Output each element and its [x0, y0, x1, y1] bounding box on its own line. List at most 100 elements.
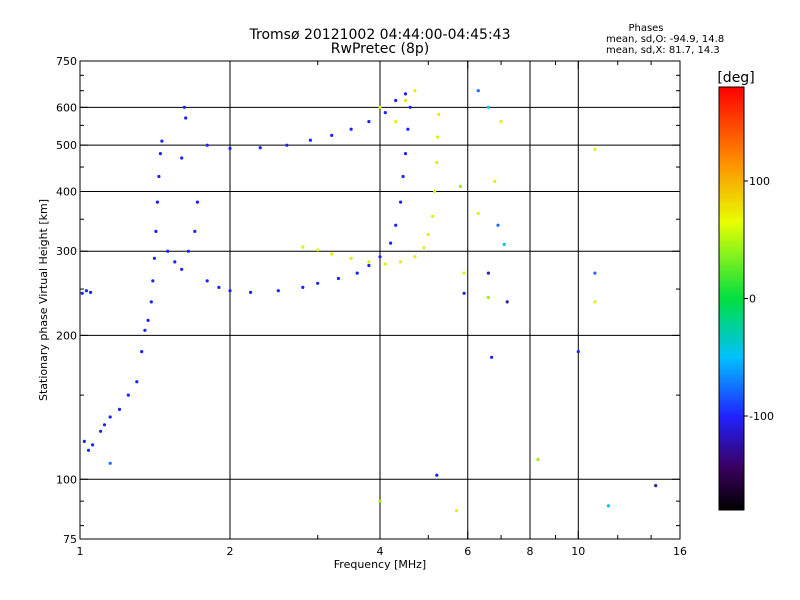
data-point: [593, 147, 597, 151]
data-point: [149, 300, 153, 304]
data-point: [394, 223, 398, 227]
colorbar-tick-label: 100: [749, 175, 770, 188]
data-point: [117, 407, 122, 411]
data-points: [80, 89, 658, 513]
axes: 1 2 4 6 8 10 16 75 100 200 300 400 500 600 750: [56, 55, 687, 558]
colorbar-tick-label: -100: [749, 410, 774, 423]
data-point: [151, 279, 155, 283]
data-point: [82, 439, 86, 443]
data-point: [182, 105, 186, 109]
data-point: [108, 415, 112, 419]
data-point: [135, 380, 139, 384]
data-point: [143, 328, 147, 332]
data-point: [205, 143, 209, 147]
data-point: [84, 289, 88, 293]
data-point: [403, 152, 408, 156]
data-point: [394, 120, 398, 124]
data-point: [437, 112, 441, 116]
data-point: [413, 89, 417, 93]
data-point: [413, 255, 417, 259]
data-point: [401, 174, 405, 179]
data-point: [102, 423, 107, 427]
x-tick-label: 4: [377, 545, 384, 558]
data-point: [86, 448, 91, 452]
x-tick-label: 16: [673, 545, 687, 558]
x-tick-label: 1: [77, 545, 84, 558]
data-point: [367, 120, 371, 124]
data-point: [486, 271, 490, 275]
data-point: [378, 105, 382, 109]
legend-x-stats: mean, sd,X: 81.7, 14.3: [606, 45, 720, 56]
data-point: [301, 245, 305, 249]
data-point: [593, 271, 597, 275]
data-point: [180, 267, 184, 271]
legend-heading: Phases: [628, 23, 663, 34]
data-point: [80, 291, 84, 295]
data-point: [99, 429, 103, 433]
data-point: [195, 200, 199, 204]
data-point: [316, 248, 320, 252]
data-point: [399, 200, 403, 204]
data-point: [285, 143, 289, 147]
data-point: [455, 509, 459, 513]
y-tick-label: 750: [56, 55, 77, 68]
data-point: [180, 156, 184, 160]
y-tick-label: 75: [63, 533, 77, 546]
data-point: [383, 111, 387, 115]
data-point: [349, 127, 353, 131]
data-point: [476, 89, 480, 93]
data-point: [155, 200, 159, 204]
x-tick-label: 2: [227, 545, 234, 558]
data-point: [378, 499, 382, 503]
data-point: [205, 279, 209, 283]
data-point: [89, 290, 93, 294]
data-point: [436, 135, 440, 139]
data-point: [355, 271, 359, 275]
data-point: [490, 355, 494, 359]
y-tick-label: 500: [56, 139, 77, 152]
data-point: [186, 249, 190, 253]
data-point: [593, 300, 597, 304]
data-point: [166, 249, 170, 253]
data-point: [154, 229, 158, 233]
colorbar-tick-label: 0: [749, 293, 756, 306]
data-point: [502, 242, 506, 246]
data-point: [431, 214, 435, 218]
data-point: [435, 160, 439, 165]
data-point: [367, 263, 371, 268]
data-point: [258, 146, 262, 150]
data-point: [433, 189, 437, 194]
data-point: [126, 393, 130, 397]
data-point: [435, 473, 439, 477]
colorbar: [deg] 100 0 -100: [717, 70, 774, 511]
data-point: [496, 223, 500, 227]
data-point: [462, 271, 466, 275]
series-x-mode: [301, 89, 441, 266]
data-point: [426, 233, 430, 237]
data-point: [399, 260, 403, 264]
x-tick-label: 10: [571, 545, 585, 558]
data-point: [422, 246, 426, 250]
data-point: [158, 152, 162, 156]
data-point: [301, 285, 305, 289]
colorbar-label: [deg]: [717, 70, 754, 86]
series-o-mode: [80, 92, 412, 452]
data-point: [228, 146, 232, 151]
data-point: [152, 256, 156, 260]
data-point: [173, 260, 177, 264]
data-point: [606, 504, 611, 508]
x-tick-label: 8: [527, 545, 534, 558]
data-point: [330, 133, 334, 137]
data-point: [476, 211, 480, 215]
chart-subtitle: RwPretec (8p): [331, 41, 429, 57]
legend: Phases mean, sd,O: -94.9, 14.8 mean, sd,…: [606, 23, 724, 56]
data-point: [228, 289, 232, 293]
data-point: [140, 350, 144, 354]
data-point: [108, 461, 112, 465]
y-tick-label: 400: [56, 185, 77, 198]
data-point: [406, 127, 410, 131]
data-point: [336, 276, 340, 281]
series-scattered: [108, 89, 658, 513]
data-point: [576, 350, 580, 354]
